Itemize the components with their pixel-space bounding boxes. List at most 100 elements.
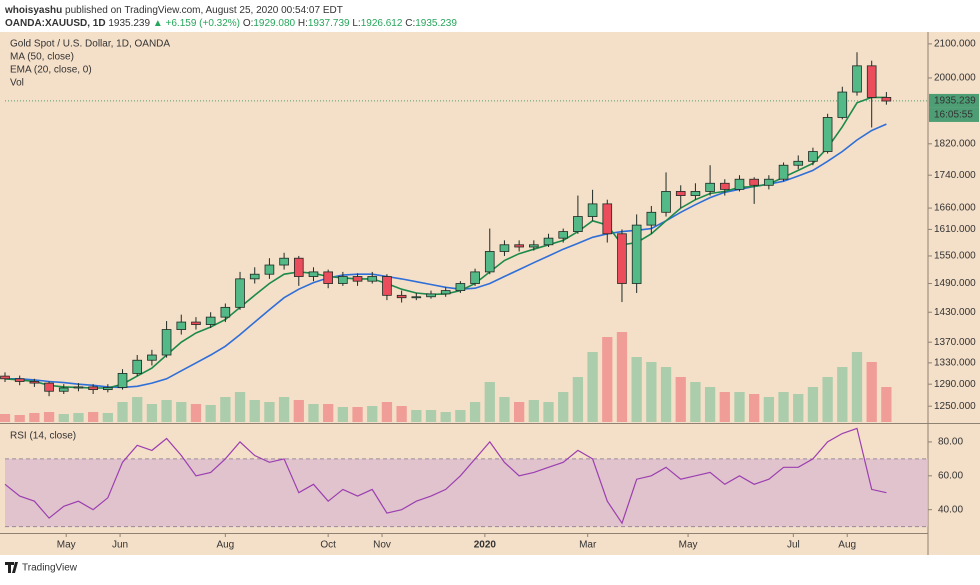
volume-bar — [102, 413, 113, 422]
rsi-line — [4, 427, 887, 525]
volume-bar — [690, 382, 701, 422]
volume-bar — [572, 377, 584, 422]
volume-bar — [190, 404, 202, 422]
x-tick-label: Nov — [373, 540, 391, 551]
candle-body — [822, 117, 833, 152]
candle-body — [191, 321, 201, 325]
candle-body — [587, 203, 598, 217]
y-tick-label: 2000.000 — [934, 73, 976, 84]
volume-bar — [513, 402, 525, 422]
volume-bar — [881, 387, 892, 422]
volume-bar — [411, 410, 422, 422]
volume-bar — [14, 415, 25, 422]
x-tick-label: Oct — [320, 540, 336, 551]
y-tick-label: 1250.000 — [934, 401, 976, 412]
candle-body — [661, 191, 671, 213]
y-tick-label: 1820.000 — [934, 138, 976, 149]
candle-body — [249, 273, 260, 280]
candle-body — [323, 271, 333, 284]
candle-body — [279, 257, 289, 266]
candle-body — [778, 164, 789, 180]
volume-bar — [807, 387, 819, 422]
header-line-1: whoisyashu published on TradingView.com,… — [4, 5, 343, 16]
candle-body — [852, 65, 862, 93]
candle-body — [176, 321, 187, 330]
volume-bar — [734, 392, 745, 422]
candle-body — [0, 375, 10, 380]
candle-body — [837, 91, 848, 118]
volume-bar — [778, 392, 789, 422]
candle-body — [499, 244, 510, 252]
candle-body — [308, 271, 319, 277]
volume-bar — [234, 392, 246, 422]
symbol: OANDA:XAUUSD, 1D — [5, 18, 106, 29]
volume-bar — [602, 337, 613, 422]
candle-body — [675, 191, 686, 196]
candle-body — [352, 276, 363, 282]
legend-ema: EMA (20, close, 0) — [10, 65, 92, 76]
legend-vol: Vol — [10, 78, 24, 89]
volume-bar — [646, 362, 657, 422]
candle-body — [382, 276, 392, 296]
h-label: H: — [298, 18, 308, 29]
candle-body — [367, 276, 378, 282]
volume-bar — [455, 410, 466, 422]
volume-bar — [161, 400, 172, 422]
volume-bar — [558, 392, 569, 422]
tradingview-logo — [5, 562, 18, 573]
y-tick-label: 1290.000 — [934, 379, 976, 390]
y-tick-label: 2100.000 — [934, 39, 976, 50]
volume-bar — [205, 405, 216, 422]
countdown-label: 16:05:55 — [934, 110, 973, 121]
volume-bar — [425, 410, 437, 422]
volume-bar — [822, 377, 833, 422]
c-label: C: — [405, 18, 415, 29]
candle-body — [764, 178, 774, 186]
candle-body — [220, 306, 231, 318]
candle-body — [205, 316, 216, 325]
x-tick-label: May — [679, 540, 698, 551]
volume-bar — [704, 387, 716, 422]
published: published on TradingView.com, August 25,… — [65, 5, 343, 16]
x-tick-label: 2020 — [474, 540, 497, 551]
volume-bar — [337, 407, 349, 422]
candle-body — [147, 354, 157, 361]
volume-bar — [43, 412, 55, 422]
y-tick-label: 1550.000 — [934, 251, 976, 262]
candle-body — [14, 378, 25, 382]
candle-body — [881, 97, 892, 102]
volume-bar — [87, 412, 99, 422]
countdown-box — [929, 107, 979, 122]
volume-bar — [499, 397, 510, 422]
candle-body — [440, 290, 451, 295]
candle-body — [690, 191, 701, 196]
candle-body — [514, 244, 524, 248]
y-tick-label: 1430.000 — [934, 307, 976, 318]
candle-body — [558, 231, 569, 239]
volume-bar — [396, 406, 407, 422]
o-label: O: — [243, 18, 254, 29]
candle-body — [426, 293, 436, 298]
candle-body — [646, 211, 657, 226]
last-price-box — [929, 93, 979, 108]
candle-body — [543, 237, 554, 246]
candle-body — [161, 329, 172, 356]
candle-body — [73, 386, 84, 389]
volume-bar — [484, 382, 495, 422]
volume-bar — [367, 406, 378, 422]
candle-body — [455, 283, 466, 291]
candle-body — [235, 278, 245, 308]
publisher: whoisyashu — [4, 5, 62, 16]
legend-ma: MA (50, close) — [10, 52, 74, 63]
candle-body — [58, 387, 69, 392]
y-tick-label: 1740.000 — [934, 170, 976, 181]
candle-body — [44, 382, 54, 392]
candle-body — [734, 178, 745, 190]
volume-bar — [58, 414, 69, 422]
candle-body — [529, 244, 539, 248]
volume-bar — [117, 402, 128, 422]
volume-bar — [220, 397, 231, 422]
x-tick-label: Aug — [838, 540, 856, 551]
volume-bar — [352, 407, 363, 422]
